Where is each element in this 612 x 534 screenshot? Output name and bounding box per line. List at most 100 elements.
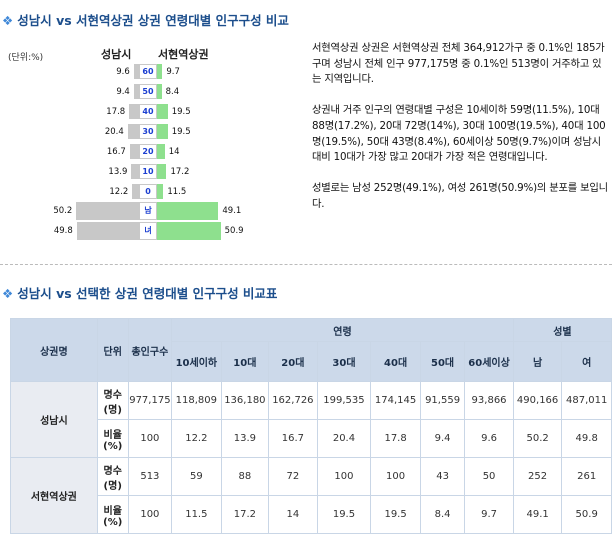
pyramid-left-value: 13.9 xyxy=(108,166,128,177)
pyramid-center-cell xyxy=(139,222,157,240)
pyramid-left-value: 20.4 xyxy=(104,126,124,137)
header-area-name: 상권명 xyxy=(10,318,98,382)
pyramid-row-label: 40 xyxy=(142,106,154,116)
header-age: 50대 xyxy=(419,341,466,382)
header-unit: 단위 xyxy=(96,318,129,382)
value-cell: 88 xyxy=(220,457,270,496)
header-age: 40대 xyxy=(370,341,421,382)
pyramid-center-cell xyxy=(139,184,157,199)
header-age: 60세이상 xyxy=(464,341,514,382)
value-cell: 490,166 xyxy=(512,381,563,420)
pyramid-left-bar xyxy=(129,144,139,159)
pyramid-right-header: 서현역상권 xyxy=(158,48,209,61)
header-age: 10세이하 xyxy=(171,341,222,382)
pyramid-right-value: 19.5 xyxy=(171,126,191,137)
pyramid-row-label: 0 xyxy=(145,186,151,196)
header-gender-group: 성별 xyxy=(512,318,612,342)
value-cell: 487,011 xyxy=(561,381,612,420)
pyramid-right-bar xyxy=(157,64,163,79)
unit-cell: 명수(명) xyxy=(96,381,129,420)
pyramid-right-bar xyxy=(157,84,162,99)
value-cell: 513 xyxy=(127,457,173,496)
pyramid-row-label: 남 xyxy=(144,206,152,215)
value-cell: 91,559 xyxy=(419,381,466,420)
value-cell: 19.5 xyxy=(316,495,372,534)
value-cell: 100 xyxy=(127,419,173,458)
pyramid-left-value: 49.8 xyxy=(53,226,73,236)
value-cell: 14 xyxy=(268,495,318,534)
value-cell: 100 xyxy=(316,457,372,496)
table-row: 서현역상권 명수(명) 513 59 88 72 100 100 43 50 252 261 xyxy=(10,457,612,534)
pyramid-left-bar xyxy=(129,104,139,119)
pyramid-left-value: 17.8 xyxy=(106,106,126,117)
description-paragraph: 서현역상권 상권은 서현역상권 전체 364,912가구 중 0.1%인 185… xyxy=(312,42,605,86)
value-cell: 13.9 xyxy=(220,419,270,458)
pyramid-left-value: 50.2 xyxy=(53,206,73,216)
value-cell: 20.4 xyxy=(316,419,372,458)
pyramid-left-bar xyxy=(133,84,139,99)
pyramid-right-bar xyxy=(157,164,167,179)
unit-label: (단위:%) xyxy=(8,53,44,63)
table-row: 성남시 명수(명) 977,175 118,809 136,180 162,726 199,… xyxy=(10,381,612,458)
pyramid-left-bar xyxy=(133,64,139,79)
pyramid-right-bar xyxy=(157,202,219,220)
header-total-population: 총인구수 xyxy=(127,318,173,382)
section-divider xyxy=(0,264,612,265)
pyramid-left-value: 9.4 xyxy=(116,86,130,97)
value-cell: 16.7 xyxy=(268,419,318,458)
pyramid-left-bar xyxy=(76,202,139,220)
unit-cell: 명수(명) xyxy=(96,457,129,496)
pyramid-row-label: 녀 xyxy=(144,226,152,235)
comparison-table: 상권명 단위 총인구수 연령 성별 10세이하 10대 20대 30대 40대 … xyxy=(10,318,612,534)
value-cell: 43 xyxy=(419,457,466,496)
value-cell: 118,809 xyxy=(171,381,222,420)
table-row: 비율(%) 100 12.2 13.9 16.7 20.4 17.8 9.4 9.6 50.2 49… xyxy=(11,419,612,458)
header-age: 10대 xyxy=(220,341,270,382)
header-age: 30대 xyxy=(316,341,372,382)
pyramid-row-label: 30 xyxy=(142,126,154,136)
value-cell: 9.7 xyxy=(464,495,514,534)
description-paragraph: 성별로는 남성 252명(49.1%), 여성 261명(50.9%)의 분포를… xyxy=(312,182,608,210)
pyramid-left-header: 성남시 xyxy=(101,48,132,61)
area-name-cell: 성남시 xyxy=(10,381,98,458)
pyramid-left-value: 12.2 xyxy=(109,186,129,197)
pyramid-right-bar xyxy=(157,124,168,139)
section2-title: ❖ 성남시 vs 선택한 상권 연령대별 인구구성 비교표 xyxy=(0,283,277,302)
pyramid-right-value: 19.5 xyxy=(171,106,191,117)
pyramid-right-value: 9.7 xyxy=(166,66,180,77)
pyramid-row-label: 50 xyxy=(142,86,154,96)
value-cell: 49.8 xyxy=(561,419,612,458)
pyramid-center-cell xyxy=(139,202,157,220)
value-cell: 12.2 xyxy=(171,419,222,458)
unit-cell: 비율(%) xyxy=(96,495,129,534)
value-cell: 100 xyxy=(370,457,421,496)
pyramid-row-label: 20 xyxy=(142,146,154,156)
value-cell: 261 xyxy=(561,457,612,496)
pyramid-center-cell xyxy=(139,104,157,119)
pyramid-center-cell xyxy=(139,124,157,139)
value-cell: 174,145 xyxy=(370,381,421,420)
pyramid-left-value: 16.7 xyxy=(106,146,126,157)
pyramid-center-cell xyxy=(139,64,157,79)
value-cell: 252 xyxy=(512,457,563,496)
header-age: 20대 xyxy=(268,341,318,382)
pyramid-center-cell xyxy=(139,164,157,179)
pyramid-left-bar xyxy=(127,124,139,139)
pyramid-right-value: 11.5 xyxy=(167,186,187,197)
value-cell: 162,726 xyxy=(268,381,318,420)
unit-cell: 비율(%) xyxy=(96,419,129,458)
pyramid-right-bar xyxy=(157,184,164,199)
pyramid-right-value: 50.9 xyxy=(224,226,244,236)
section1-title: ❖ 성남시 vs 서현역상권 상권 연령대별 인구구성 비교 xyxy=(0,10,289,29)
section2-title-text: 성남시 vs 선택한 상권 연령대별 인구구성 비교표 xyxy=(17,286,278,301)
pyramid-right-value: 14 xyxy=(168,146,180,157)
area-name-cell: 서현역상권 xyxy=(10,457,98,534)
population-pyramid: 60 9.6 9.7 50 9.4 8.4 40 17.8 19.5 30 20.4 19.5 20 16… xyxy=(0,0,300,250)
value-cell: 50.2 xyxy=(512,419,563,458)
value-cell: 50.9 xyxy=(561,495,612,534)
pyramid-left-bar xyxy=(131,164,139,179)
pyramid-right-value: 17.2 xyxy=(170,166,190,177)
value-cell: 17.8 xyxy=(370,419,421,458)
pyramid-row-label: 10 xyxy=(142,166,154,176)
value-cell: 59 xyxy=(171,457,222,496)
